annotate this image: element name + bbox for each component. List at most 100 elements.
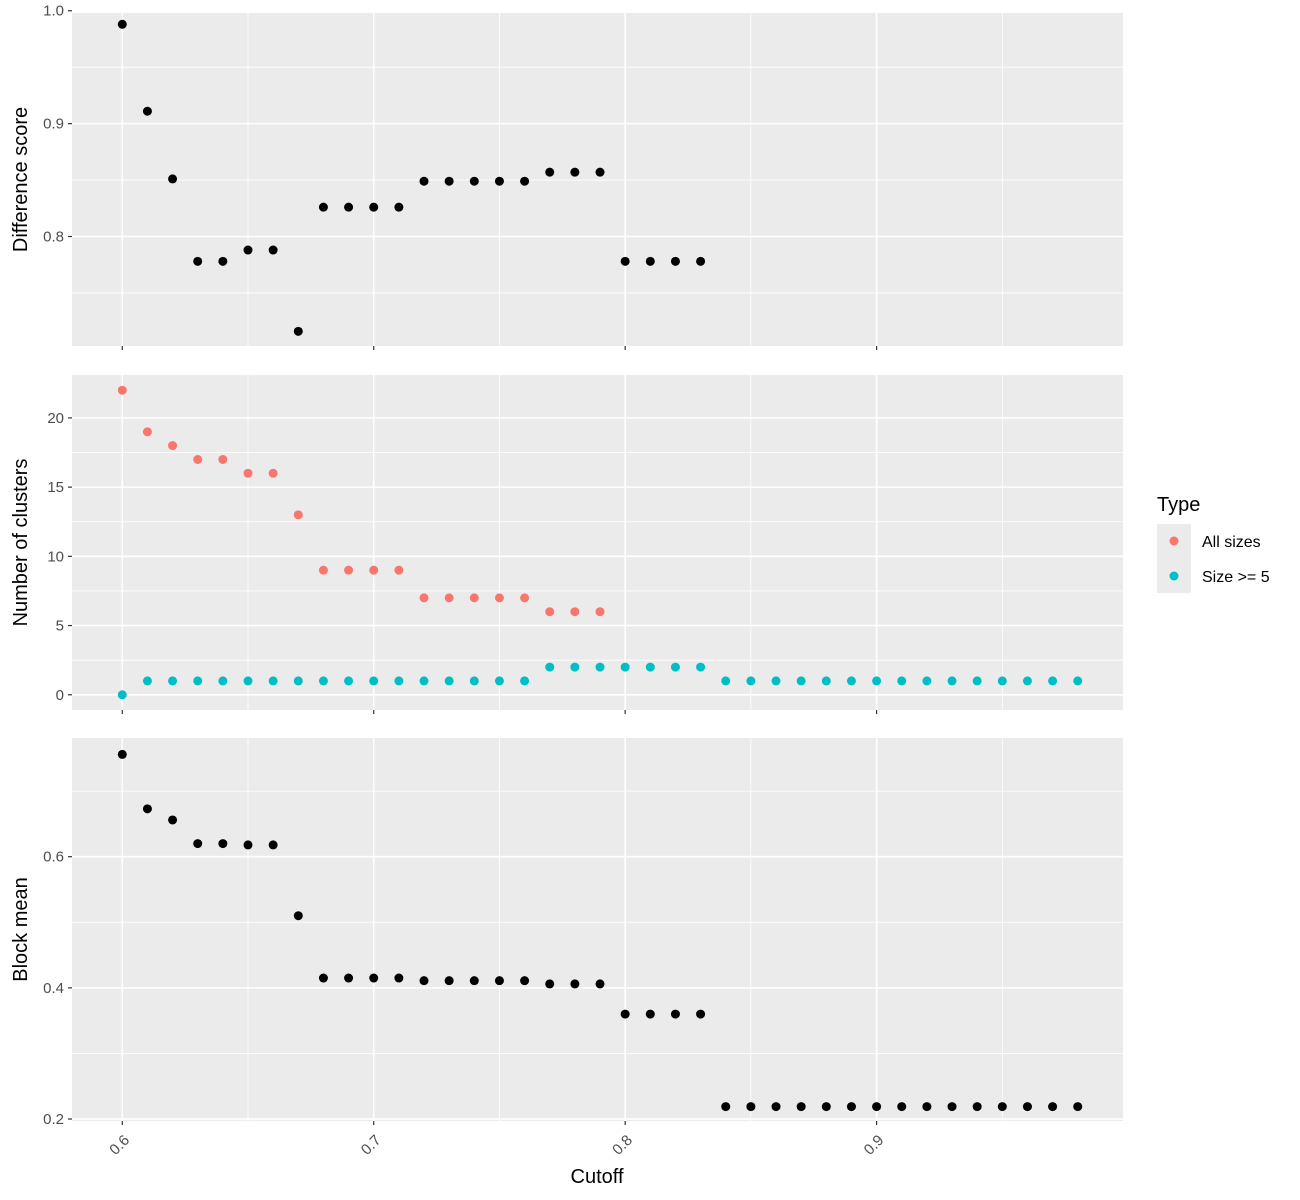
data-point xyxy=(444,676,454,686)
data-point xyxy=(369,973,379,983)
data-point xyxy=(746,676,756,686)
data-point xyxy=(545,167,555,177)
x-tick-label: 0.6 xyxy=(106,1132,133,1159)
data-point xyxy=(972,1102,982,1112)
data-point xyxy=(419,676,429,686)
data-point xyxy=(419,976,429,986)
data-point xyxy=(645,1009,655,1019)
data-point xyxy=(922,676,932,686)
data-point xyxy=(243,245,253,255)
data-point xyxy=(872,676,882,686)
data-point xyxy=(595,167,605,177)
data-point xyxy=(293,326,303,336)
y-tick-label: 15 xyxy=(47,479,64,496)
data-point xyxy=(193,676,203,686)
legend-label-size-5: Size >= 5 xyxy=(1202,569,1270,586)
data-point xyxy=(997,676,1007,686)
data-point xyxy=(494,176,504,186)
legend: Type All sizes Size >= 5 xyxy=(1157,494,1270,593)
data-point xyxy=(117,385,127,395)
data-point xyxy=(369,565,379,575)
data-point xyxy=(293,911,303,921)
legend-title: Type xyxy=(1157,494,1200,516)
data-point xyxy=(520,593,530,603)
data-point xyxy=(469,976,479,986)
data-point xyxy=(394,676,404,686)
data-point xyxy=(344,973,354,983)
data-point xyxy=(344,202,354,212)
legend-key-background xyxy=(1157,524,1191,593)
data-point xyxy=(545,607,555,617)
data-point xyxy=(142,106,152,116)
data-point xyxy=(796,1102,806,1112)
data-point xyxy=(142,427,152,437)
data-point xyxy=(469,176,479,186)
data-point xyxy=(821,676,831,686)
panel-1: 0.8 0.9 1.0 Difference score xyxy=(10,3,1123,350)
data-point xyxy=(872,1102,882,1112)
data-point xyxy=(846,1102,856,1112)
data-point xyxy=(620,662,630,672)
y-tick-label: 0.2 xyxy=(43,1111,64,1128)
data-point xyxy=(117,690,127,700)
data-point xyxy=(721,676,731,686)
data-point xyxy=(620,256,630,266)
y-tick-label: 0.4 xyxy=(43,980,64,997)
x-tick-label: 0.7 xyxy=(358,1132,385,1159)
data-point xyxy=(520,976,530,986)
data-point xyxy=(545,979,555,989)
data-point xyxy=(168,815,178,825)
data-point xyxy=(620,1009,630,1019)
series-1 xyxy=(117,749,1083,1112)
data-point xyxy=(168,174,178,184)
data-point xyxy=(771,676,781,686)
data-point xyxy=(293,510,303,520)
data-point xyxy=(696,662,706,672)
data-point xyxy=(570,607,580,617)
data-point xyxy=(369,676,379,686)
data-point xyxy=(318,202,328,212)
series-1 xyxy=(117,19,706,336)
data-point xyxy=(168,676,178,686)
data-point xyxy=(821,1102,831,1112)
data-point xyxy=(1048,1102,1058,1112)
y-axis-title: Block mean xyxy=(10,877,32,982)
data-point xyxy=(645,662,655,672)
x-tick-label: 0.9 xyxy=(861,1132,888,1159)
series-2 xyxy=(117,662,1083,700)
y-tick-label: 0.9 xyxy=(43,116,64,133)
panel-2: 0 5 10 15 20 Number of clusters xyxy=(10,375,1123,714)
data-point xyxy=(520,676,530,686)
data-point xyxy=(394,565,404,575)
data-point xyxy=(1022,676,1032,686)
data-point xyxy=(972,676,982,686)
panel-background xyxy=(72,13,1123,346)
data-point xyxy=(344,565,354,575)
data-point xyxy=(897,676,907,686)
data-point xyxy=(545,662,555,672)
y-tick-label: 10 xyxy=(47,548,64,565)
data-point xyxy=(193,454,203,464)
series-1 xyxy=(117,385,605,617)
data-point xyxy=(1048,676,1058,686)
data-point xyxy=(771,1102,781,1112)
data-point xyxy=(318,973,328,983)
data-point xyxy=(268,840,278,850)
data-point xyxy=(218,454,228,464)
data-point xyxy=(670,256,680,266)
data-point xyxy=(947,676,957,686)
data-point xyxy=(117,19,127,29)
data-point xyxy=(268,676,278,686)
data-point xyxy=(218,839,228,849)
data-point xyxy=(243,840,253,850)
panel-background xyxy=(72,738,1123,1121)
y-axis-title: Number of clusters xyxy=(10,459,32,627)
x-tick-label: 0.8 xyxy=(609,1132,636,1159)
data-point xyxy=(670,1009,680,1019)
data-point xyxy=(494,593,504,603)
data-point xyxy=(394,202,404,212)
y-tick-label: 0.6 xyxy=(43,849,64,866)
data-point xyxy=(243,676,253,686)
panel-background xyxy=(72,375,1123,710)
